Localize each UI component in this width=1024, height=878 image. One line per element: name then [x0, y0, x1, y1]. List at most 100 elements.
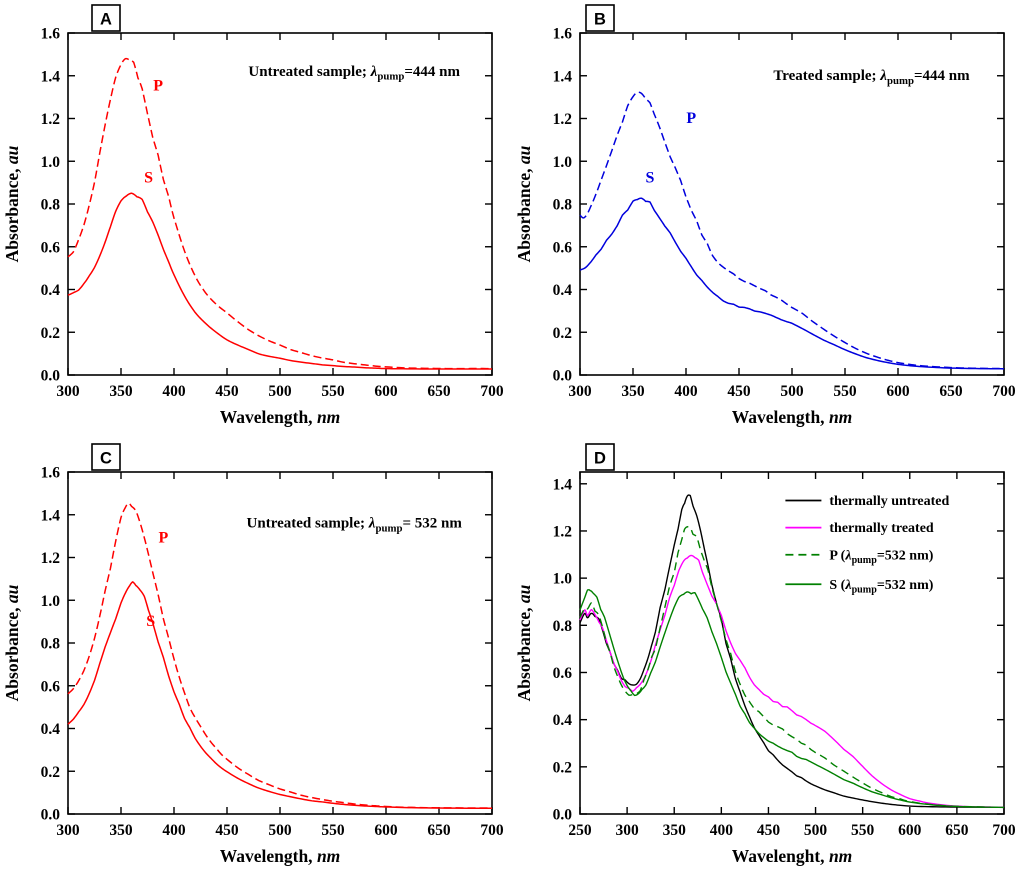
y-tick-label: 0.6: [41, 678, 61, 695]
y-tick-label: 1.0: [553, 154, 573, 171]
y-tick-label: 0.4: [553, 712, 573, 729]
x-tick-label: 250: [568, 822, 592, 839]
x-axis-title: Wavelength, nm: [220, 407, 341, 427]
x-tick-label: 550: [321, 383, 345, 400]
curve-P: [67, 57, 492, 370]
y-tick-label: 1.6: [553, 26, 573, 43]
x-tick-label: 550: [833, 383, 857, 400]
x-tick-label: 300: [568, 383, 592, 400]
y-tick-label: 1.4: [553, 68, 573, 85]
legend-label: thermally untreated: [829, 494, 949, 509]
annotation: Untreated sample; λpump= 532 nm: [247, 516, 463, 535]
curve-S: [67, 192, 492, 370]
curve-label-S: S: [646, 170, 655, 187]
y-tick-label: 1.4: [553, 476, 573, 493]
panel-letter: C: [100, 450, 112, 468]
y-tick-label: 1.2: [553, 111, 573, 128]
curve-S: [579, 197, 1005, 370]
panel-letter-box: [91, 443, 121, 471]
x-tick-label: 600: [898, 822, 922, 839]
panel-letter-box: [91, 4, 121, 32]
curve-label-P: P: [159, 530, 169, 547]
y-tick-label: 1.2: [41, 111, 61, 128]
y-tick-label: 1.6: [41, 26, 61, 43]
curve-label-S: S: [144, 170, 153, 187]
y-tick-label: 0.0: [553, 807, 573, 824]
curve-P-532: [579, 525, 1005, 809]
x-tick-label: 650: [427, 383, 451, 400]
x-tick-label: 650: [945, 822, 969, 839]
legend-label: thermally treated: [829, 521, 934, 536]
x-tick-label: 600: [374, 383, 398, 400]
curve-label-P: P: [153, 78, 163, 95]
y-tick-label: 1.0: [41, 154, 61, 171]
y-tick-label: 0.4: [41, 282, 61, 299]
x-tick-label: 550: [321, 822, 345, 839]
panel-letter: D: [594, 450, 606, 468]
y-tick-label: 1.2: [553, 523, 573, 540]
plot-frame: [579, 471, 1005, 815]
chart-panel-d: 250 300 350 400 450 500 550 600 650 700 0.0 0.2 0.4 0…: [514, 443, 1016, 866]
y-tick-label: 1.4: [41, 68, 61, 85]
curve-label-S: S: [146, 613, 155, 630]
chart-panel-b: 300 350 400 450 500 550 600 650 700 0.0 0.2 0.4 0.6 0…: [514, 4, 1016, 427]
x-tick-label: 500: [268, 822, 292, 839]
x-tick-label: 550: [851, 822, 875, 839]
y-tick-label: 0.6: [41, 239, 61, 256]
y-tick-label: 0.6: [553, 239, 573, 256]
panel-A: 300 350 400 450 500 550 600 650 700 0.0 0.2 0.4 0.6 0…: [0, 0, 512, 439]
x-tick-label: 400: [162, 822, 186, 839]
curve-P: [579, 91, 1005, 370]
y-tick-label: 0.8: [553, 197, 573, 214]
y-tick-label: 1.6: [41, 465, 61, 482]
y-tick-label: 1.0: [41, 593, 61, 610]
y-tick-label: 0.8: [41, 197, 61, 214]
y-tick-label: 0.8: [553, 618, 573, 635]
curve-S: [67, 581, 493, 810]
annotation: Treated sample; λpump=444 nm: [773, 68, 970, 87]
x-tick-label: 300: [56, 822, 80, 839]
x-tick-label: 650: [939, 383, 963, 400]
panel-letter: A: [100, 11, 112, 29]
panel-C: 300 350 400 450 500 550 600 650 700 0.0 0.2 0.4 0.6 0…: [0, 439, 512, 878]
x-tick-label: 600: [374, 822, 398, 839]
x-tick-label: 350: [663, 822, 687, 839]
x-tick-label: 300: [615, 822, 639, 839]
y-tick-label: 0.0: [553, 368, 573, 385]
x-tick-label: 450: [215, 383, 239, 400]
y-tick-label: 0.0: [41, 807, 61, 824]
legend-label: S (λpump=532 nm): [829, 578, 933, 596]
y-axis-title: Absorbance, au: [2, 145, 22, 262]
chart-panel-a: 300 350 400 450 500 550 600 650 700 0.0 0.2 0.4 0.6 0…: [2, 4, 504, 427]
x-tick-label: 450: [757, 822, 781, 839]
y-tick-label: 1.2: [41, 550, 61, 567]
y-tick-label: 0.2: [41, 325, 61, 342]
x-axis-title: Wavelength, nm: [732, 407, 853, 427]
x-tick-label: 500: [268, 383, 292, 400]
x-tick-label: 600: [886, 383, 910, 400]
x-tick-label: 500: [780, 383, 804, 400]
x-tick-label: 650: [427, 822, 451, 839]
x-tick-label: 350: [109, 822, 133, 839]
x-tick-label: 400: [162, 383, 186, 400]
y-axis-title: Absorbance, au: [514, 145, 534, 262]
panel-B: 300 350 400 450 500 550 600 650 700 0.0 0.2 0.4 0.6 0…: [512, 0, 1024, 439]
y-tick-label: 0.2: [553, 759, 573, 776]
y-tick-label: 0.0: [41, 368, 61, 385]
curve-P: [67, 502, 493, 809]
y-tick-label: 1.4: [41, 507, 61, 524]
curve-thermally-treated: [579, 554, 1005, 809]
curve-label-P: P: [686, 110, 696, 127]
chart-panel-c: 300 350 400 450 500 550 600 650 700 0.0 0.2 0.4 0.6 0…: [2, 443, 504, 866]
x-axis-title: Wavelength, nm: [220, 846, 341, 866]
curve-thermally-untreated: [579, 494, 1005, 809]
curve-S-532: [579, 589, 1005, 809]
x-tick-label: 450: [215, 822, 239, 839]
x-tick-label: 400: [674, 383, 698, 400]
x-tick-label: 700: [480, 383, 504, 400]
x-tick-label: 700: [992, 822, 1016, 839]
panel-letter-box: [585, 4, 615, 32]
plot-frame: [67, 32, 493, 376]
x-tick-label: 700: [480, 822, 504, 839]
